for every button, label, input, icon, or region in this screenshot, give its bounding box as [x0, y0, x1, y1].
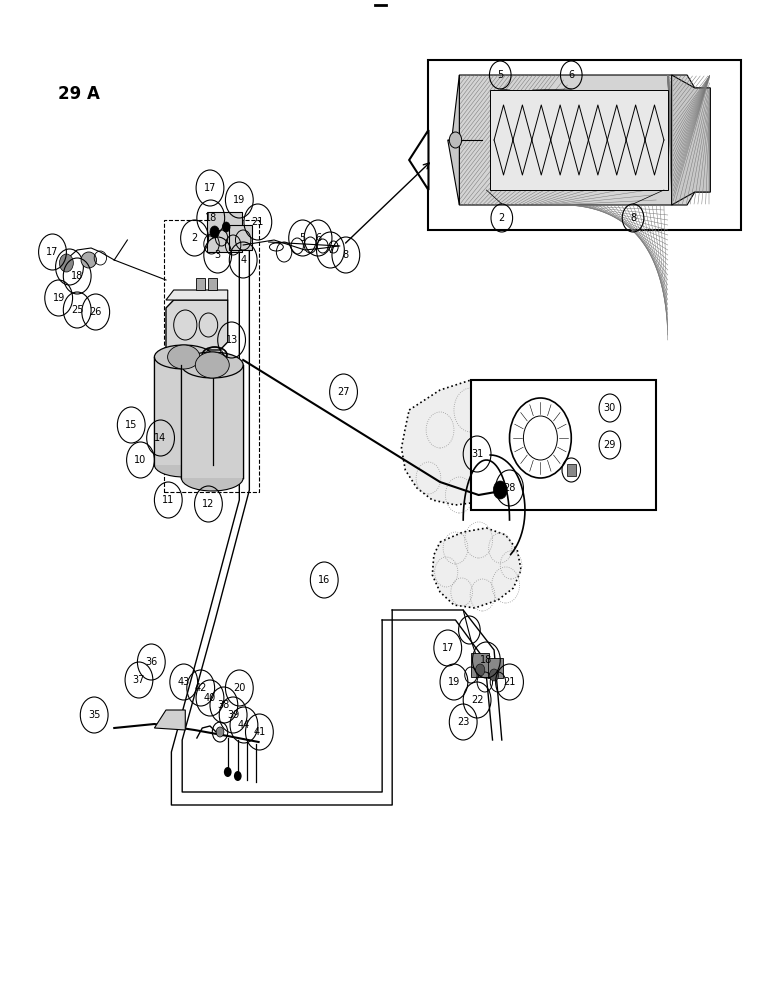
Polygon shape	[448, 75, 459, 205]
Text: 43: 43	[178, 677, 190, 687]
Text: 26: 26	[90, 307, 102, 317]
Text: 12: 12	[202, 499, 215, 509]
Circle shape	[476, 664, 485, 676]
Text: 15: 15	[125, 420, 137, 430]
Text: 16: 16	[318, 575, 330, 585]
Bar	[208, 278, 217, 290]
Bar	[428, 60, 741, 230]
Text: 21: 21	[252, 217, 264, 227]
Polygon shape	[401, 380, 534, 505]
Ellipse shape	[81, 252, 96, 268]
Circle shape	[224, 767, 232, 777]
Text: 8: 8	[343, 250, 349, 260]
Text: 28: 28	[503, 483, 516, 493]
Ellipse shape	[154, 453, 213, 477]
Text: 17: 17	[46, 247, 59, 257]
Circle shape	[489, 669, 499, 681]
Bar	[164, 220, 259, 492]
Ellipse shape	[181, 465, 243, 491]
Text: 17: 17	[204, 183, 216, 193]
Text: 3: 3	[215, 250, 221, 260]
Text: 4: 4	[240, 255, 246, 265]
Text: 2: 2	[191, 233, 198, 243]
Bar	[471, 653, 489, 677]
Text: 29 A: 29 A	[58, 85, 100, 103]
Text: 8: 8	[630, 213, 636, 223]
Text: 2: 2	[499, 213, 505, 223]
Text: 20: 20	[233, 683, 245, 693]
Text: 44: 44	[238, 720, 250, 730]
Text: 6: 6	[315, 233, 321, 243]
Circle shape	[216, 727, 224, 737]
Polygon shape	[672, 75, 710, 205]
Text: 5: 5	[497, 70, 503, 80]
Text: 35: 35	[88, 710, 100, 720]
Text: 25: 25	[71, 305, 83, 315]
Circle shape	[222, 222, 230, 232]
Text: 18: 18	[480, 655, 493, 665]
Bar	[196, 278, 205, 290]
Text: 14: 14	[154, 433, 167, 443]
Circle shape	[449, 132, 462, 148]
Text: 19: 19	[448, 677, 460, 687]
Ellipse shape	[195, 352, 229, 378]
Bar	[207, 212, 242, 252]
Circle shape	[493, 481, 507, 499]
Text: 30: 30	[604, 403, 616, 413]
Polygon shape	[166, 290, 228, 300]
Text: 19: 19	[233, 195, 245, 205]
Text: 31: 31	[471, 449, 483, 459]
Text: 13: 13	[225, 335, 238, 345]
Circle shape	[234, 771, 242, 781]
Text: 36: 36	[145, 657, 157, 667]
Text: 18: 18	[71, 271, 83, 281]
Text: 37: 37	[133, 675, 145, 685]
Text: 42: 42	[195, 683, 207, 693]
Text: 21: 21	[503, 677, 516, 687]
Text: 6: 6	[568, 70, 574, 80]
Polygon shape	[181, 365, 243, 478]
Polygon shape	[409, 130, 428, 190]
Polygon shape	[432, 528, 521, 608]
Circle shape	[210, 226, 219, 238]
Text: 40: 40	[204, 693, 216, 703]
Ellipse shape	[181, 352, 243, 378]
Text: 5: 5	[300, 233, 306, 243]
Text: 19: 19	[52, 293, 65, 303]
Text: 22: 22	[471, 695, 483, 705]
Text: 7: 7	[327, 245, 334, 255]
Text: 41: 41	[253, 727, 266, 737]
Polygon shape	[459, 75, 710, 205]
Polygon shape	[166, 300, 228, 350]
Text: 27: 27	[337, 387, 350, 397]
Text: 23: 23	[457, 717, 469, 727]
Bar	[471, 380, 656, 510]
Bar	[488, 658, 503, 678]
Circle shape	[59, 254, 73, 272]
Text: 29: 29	[604, 440, 616, 450]
Text: 18: 18	[205, 213, 217, 223]
Ellipse shape	[168, 345, 200, 369]
Bar	[229, 225, 252, 250]
Text: 38: 38	[218, 700, 230, 710]
Bar	[567, 464, 576, 476]
Polygon shape	[154, 710, 185, 730]
Text: 11: 11	[162, 495, 174, 505]
Text: 17: 17	[442, 643, 454, 653]
Polygon shape	[154, 357, 213, 465]
Ellipse shape	[154, 345, 213, 369]
Text: 10: 10	[134, 455, 147, 465]
Text: 39: 39	[227, 710, 239, 720]
Bar	[490, 90, 668, 190]
